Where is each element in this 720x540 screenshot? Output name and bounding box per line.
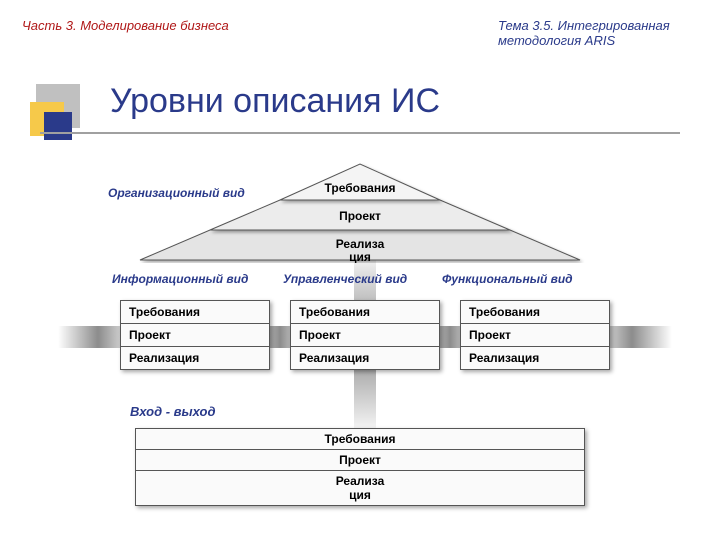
ctrl-impl: Реализация [291,347,439,369]
deco-inner [44,112,72,140]
io-view-label: Вход - выход [130,404,216,419]
func-view-box: Требования Проект Реализация [460,300,610,370]
org-view-triangle: Требования Проект Реализа ция [110,158,610,263]
breadcrumb-topic: Тема 3.5. Интегрированная методология AR… [498,18,698,48]
func-req: Требования [461,301,609,324]
ctrl-proj: Проект [291,324,439,347]
org-impl-l1: Реализа [336,237,385,251]
ctrl-view-box: Требования Проект Реализация [290,300,440,370]
org-view-label: Организационный вид [108,186,245,200]
page-title: Уровни описания ИС [110,82,440,121]
title-underline [40,132,680,134]
io-impl-l2: ция [136,488,584,505]
org-req: Требования [325,181,396,195]
slide-deco-icon [30,78,90,148]
func-view-label: Функциональный вид [442,272,622,286]
ctrl-req: Требования [291,301,439,324]
info-impl: Реализация [121,347,269,369]
info-view-box: Требования Проект Реализация [120,300,270,370]
io-proj: Проект [136,450,584,471]
aris-diagram: Требования Проект Реализа ция Организаци… [0,148,720,528]
breadcrumb-part: Часть 3. Моделирование бизнеса [22,18,229,33]
io-req: Требования [136,429,584,450]
ctrl-view-label: Управленческий вид [283,272,448,286]
info-view-label: Информационный вид [112,272,277,286]
org-impl-l2: ция [349,250,371,263]
func-impl: Реализация [461,347,609,369]
info-req: Требования [121,301,269,324]
io-impl-l1: Реализа [136,471,584,488]
info-proj: Проект [121,324,269,347]
io-view-box: Требования Проект Реализа ция [135,428,585,506]
org-proj: Проект [339,209,381,223]
func-proj: Проект [461,324,609,347]
